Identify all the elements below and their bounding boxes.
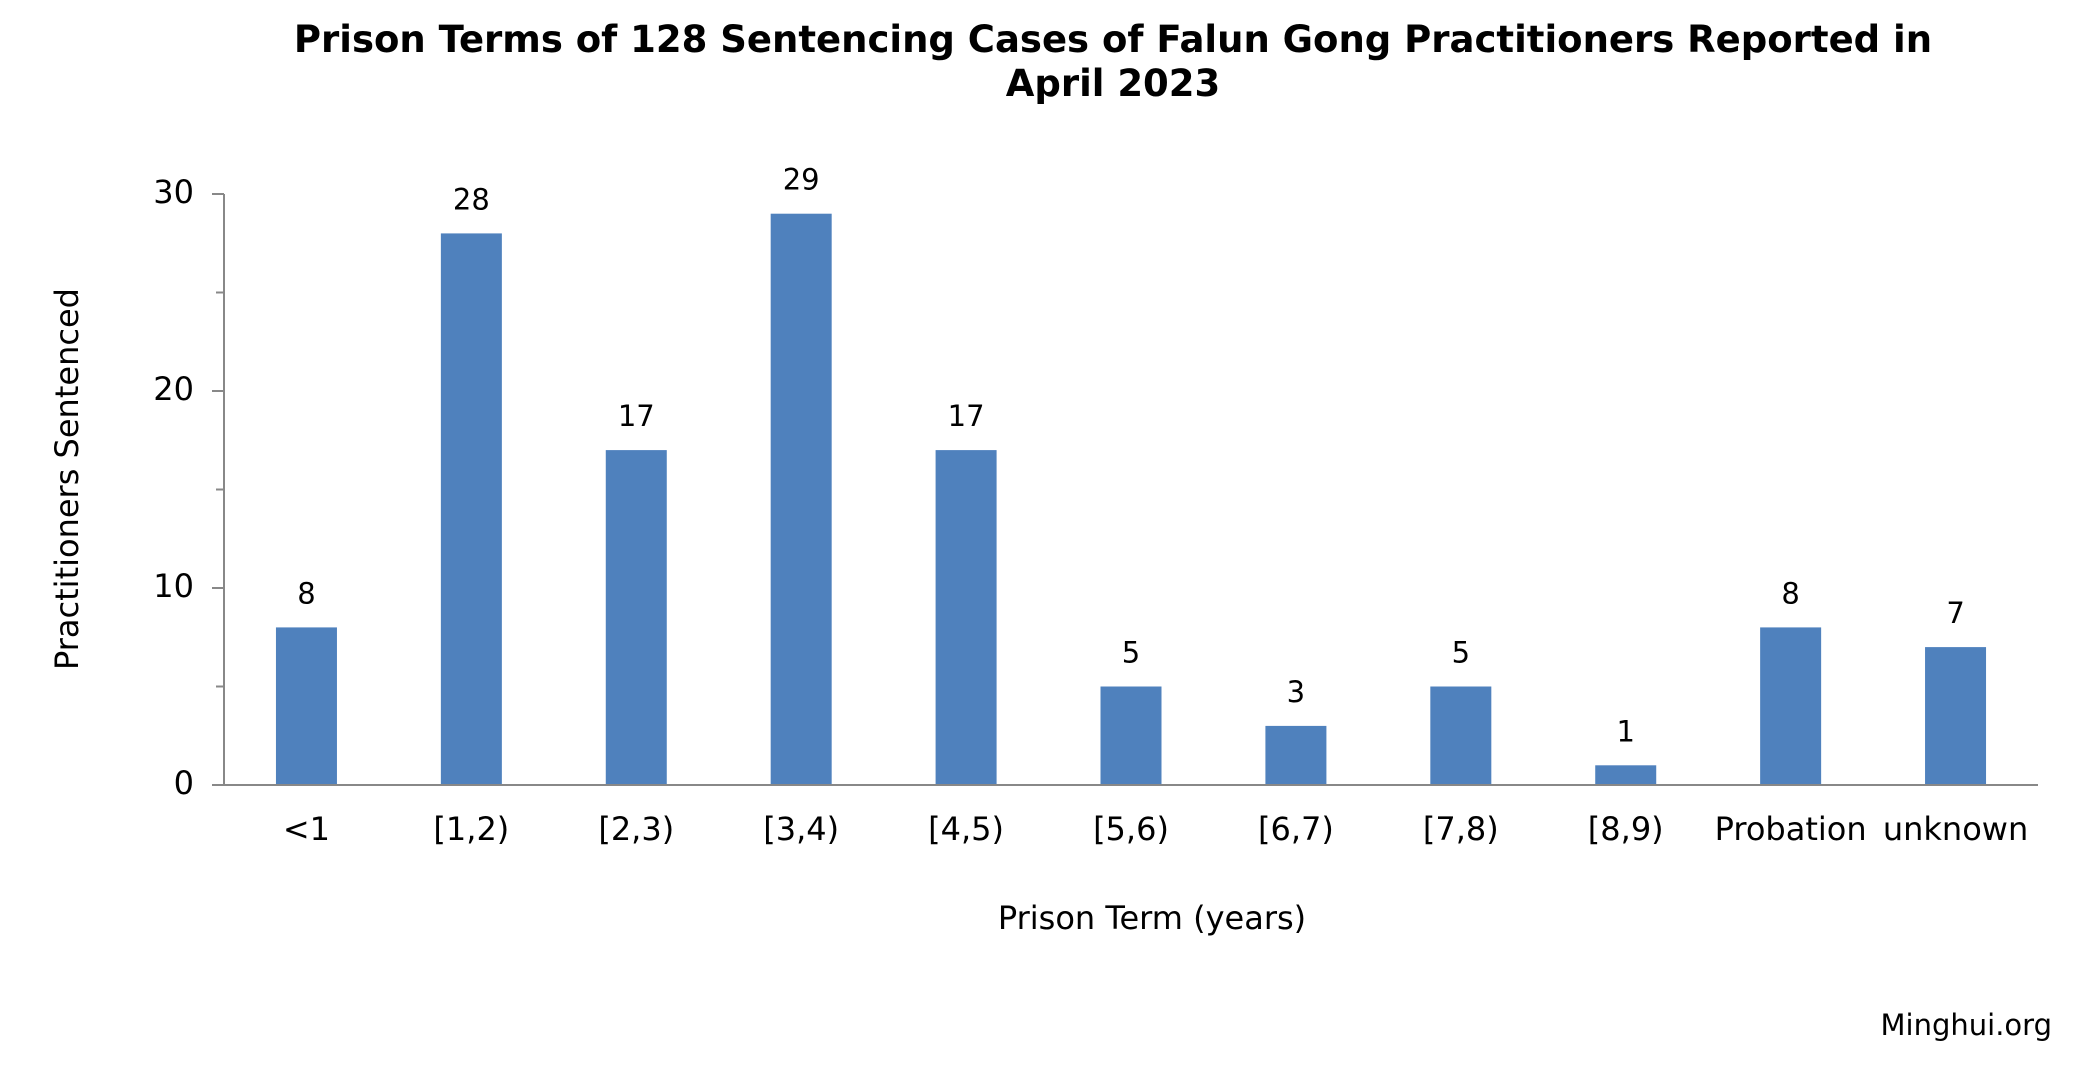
x-tick-label: Probation: [1715, 810, 1867, 848]
x-tick-label: [4,5): [928, 810, 1004, 848]
bar: [1595, 765, 1657, 785]
x-tick-label: [6,7): [1258, 810, 1334, 848]
x-tick-label: [7,8): [1423, 810, 1499, 848]
data-label: 17: [618, 399, 655, 433]
data-label: 5: [1122, 636, 1140, 670]
bar: [1265, 725, 1327, 785]
x-tick-label: <1: [283, 810, 330, 848]
y-tick-label: 0: [174, 764, 194, 802]
source-label: Minghui.org: [1881, 1008, 2052, 1042]
y-axis-label: Practitioners Sentenced: [48, 288, 86, 670]
x-tick-label: [8,9): [1588, 810, 1664, 848]
y-tick-label: 20: [153, 370, 194, 408]
bar: [1430, 686, 1492, 785]
bar: [605, 450, 667, 785]
bar: [1760, 627, 1822, 785]
y-tick-label: 10: [153, 567, 194, 605]
data-label: 5: [1452, 636, 1470, 670]
data-label: 8: [297, 576, 315, 610]
data-label: 3: [1287, 675, 1305, 709]
bar: [935, 450, 997, 785]
data-label: 28: [453, 182, 490, 216]
x-tick-label: [5,6): [1093, 810, 1169, 848]
chart-title: Prison Terms of 128 Sentencing Cases of …: [293, 18, 1933, 105]
x-tick-label: [1,2): [433, 810, 509, 848]
x-tick-label: unknown: [1883, 810, 2028, 848]
data-label: 17: [948, 399, 985, 433]
data-label: 7: [1946, 596, 1964, 630]
bar: [440, 233, 502, 785]
data-label: 1: [1617, 714, 1635, 748]
bar: [1925, 647, 1987, 785]
x-tick-label: [2,3): [598, 810, 674, 848]
data-label: 29: [783, 163, 820, 197]
data-label: 8: [1781, 576, 1799, 610]
x-tick-label: [3,4): [763, 810, 839, 848]
y-tick-label: 30: [153, 173, 194, 211]
bar: [770, 213, 832, 785]
bar: [275, 627, 337, 785]
x-axis-label: Prison Term (years): [998, 899, 1306, 937]
bar: [1100, 686, 1162, 785]
